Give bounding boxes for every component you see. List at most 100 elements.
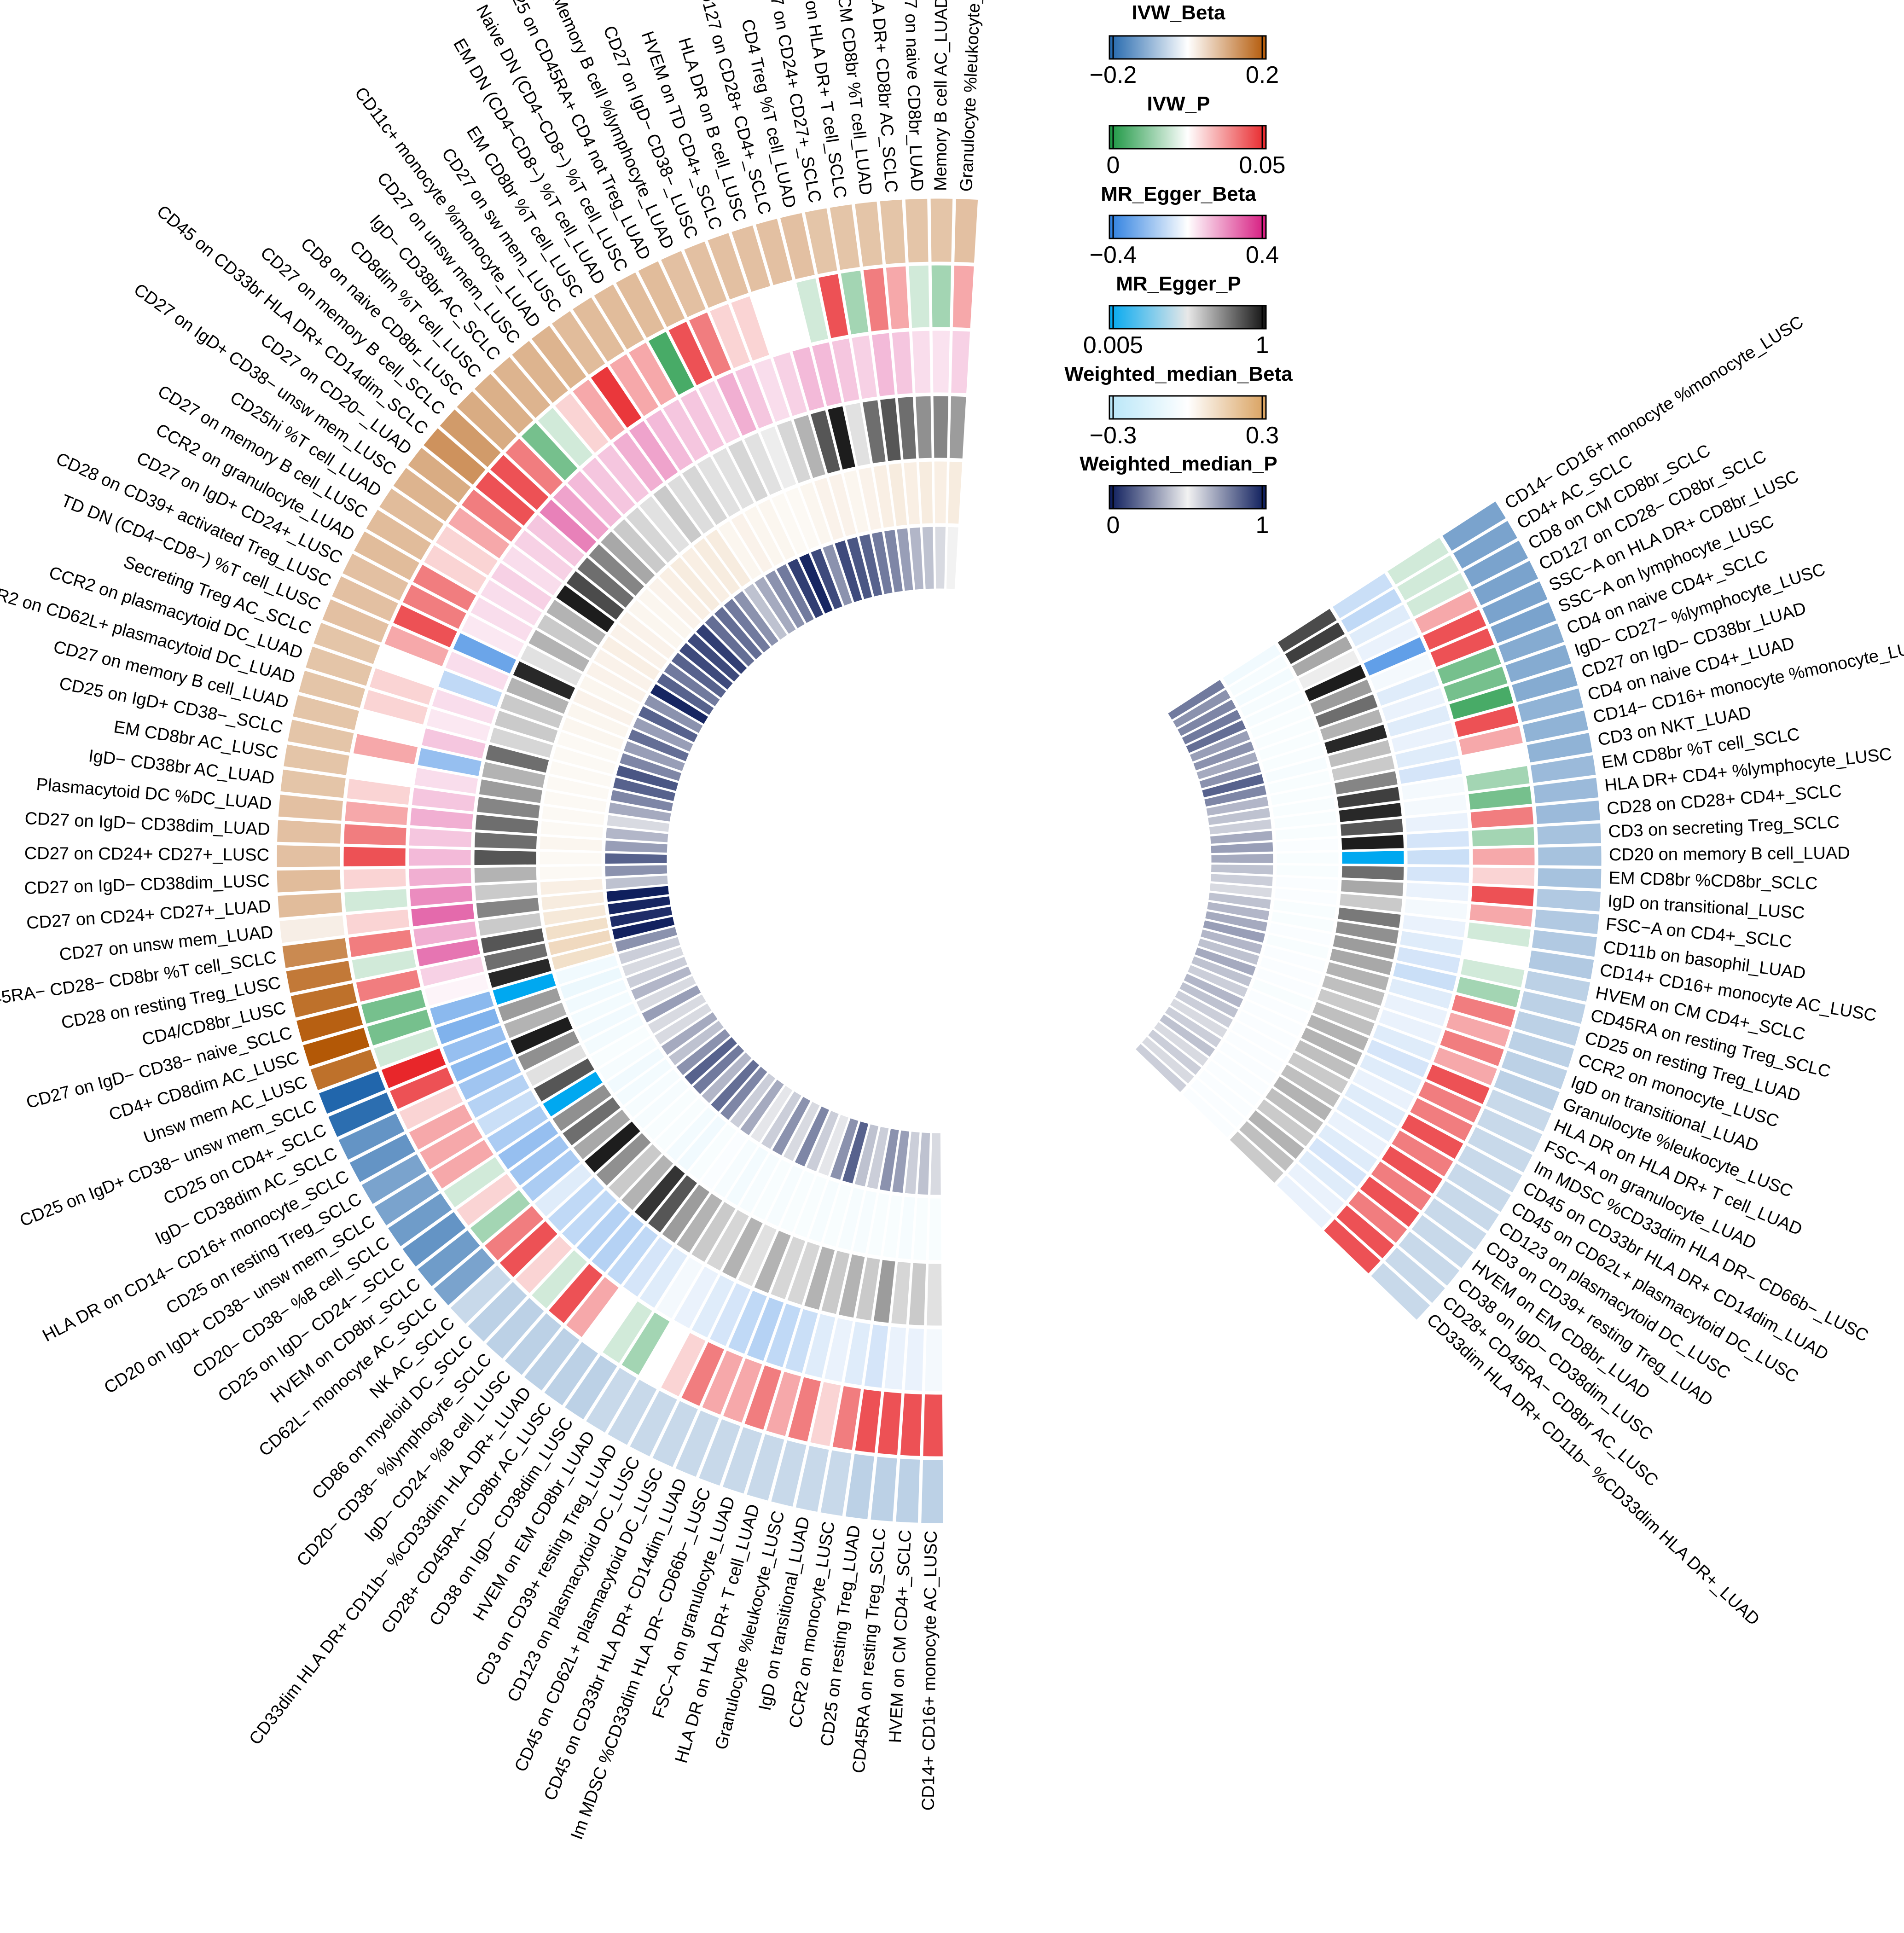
heatmap-cell-ivw-beta: [491, 355, 552, 420]
heatmap-cell-ivw-beta: [606, 1377, 659, 1447]
heatmap-cell-wm-p: [742, 581, 789, 642]
heatmap-cell-egger-beta: [1398, 929, 1465, 958]
heatmap-cell-egger-beta: [1342, 1081, 1408, 1128]
heatmap-cell-wm-p: [1166, 678, 1227, 722]
heatmap-cell-egger-p: [1323, 723, 1389, 756]
heatmap-cell-wm-beta: [902, 460, 922, 526]
heatmap-cell-egger-p: [544, 598, 608, 647]
heatmap-cell-ivw-beta: [904, 197, 930, 264]
heatmap-cell-ivw-beta: [1534, 799, 1602, 826]
heatmap-cell-wm-beta: [917, 460, 935, 525]
heatmap-cell-ivw-beta: [542, 1340, 600, 1407]
heatmap-cell-ivw-beta: [352, 529, 421, 582]
heatmap-cell-wm-p: [652, 1001, 714, 1046]
heatmap-cell-ivw-p: [1461, 744, 1528, 775]
heatmap-cell-egger-beta: [627, 419, 680, 483]
heatmap-cell-ivw-p: [853, 1387, 883, 1455]
heatmap-cell-egger-beta: [1401, 913, 1468, 939]
heatmap-cell-egger-p: [1246, 1108, 1306, 1161]
heatmap-cell-ivw-beta: [1532, 776, 1600, 805]
heatmap-cell-egger-beta: [1400, 775, 1467, 801]
heatmap-cell-ivw-beta: [550, 309, 607, 377]
heatmap-cell-ivw-p: [608, 352, 661, 418]
heatmap-cell-wm-p: [763, 568, 807, 630]
sector-label: Memory B cell AC_LUAD: [931, 0, 951, 191]
heatmap-cell-ivw-beta: [401, 1210, 468, 1269]
heatmap-cell-ivw-beta: [1451, 519, 1519, 571]
heatmap-cell-wm-p: [1197, 761, 1263, 790]
heatmap-cell-ivw-beta: [682, 239, 729, 310]
heatmap-cell-wm-p: [793, 1104, 831, 1168]
heatmap-cell-egger-p: [486, 957, 553, 990]
heatmap-cell-wm-p: [703, 613, 756, 669]
heatmap-cell-ivw-beta: [1537, 845, 1603, 867]
heatmap-cell-ivw-p: [743, 1364, 784, 1432]
heatmap-cell-ivw-beta: [659, 249, 708, 319]
heatmap-cell-wm-beta: [623, 1067, 682, 1120]
heatmap-cell-egger-beta: [575, 1201, 632, 1261]
heatmap-cell-ivw-beta: [1462, 539, 1530, 589]
heatmap-cell-wm-p: [722, 597, 772, 655]
heatmap-cell-egger-beta: [533, 1161, 594, 1219]
heatmap-cell-egger-beta: [485, 1103, 550, 1155]
heatmap-cell-ivw-beta: [1492, 1068, 1562, 1113]
heatmap-cell-wm-beta: [857, 465, 883, 532]
heatmap-cell-ivw-beta: [1530, 928, 1599, 958]
heatmap-cell-wm-beta: [605, 1046, 667, 1095]
heatmap-cell-wm-beta: [538, 865, 604, 881]
heatmap-cell-egger-beta: [415, 937, 482, 968]
heatmap-cell-ivw-beta: [320, 598, 391, 644]
heatmap-cell-egger-p: [758, 424, 798, 491]
legend-max: 0.05: [1239, 152, 1285, 179]
heatmap-cell-wm-p: [1207, 818, 1273, 836]
heatmap-cell-ivw-p: [348, 755, 415, 786]
heatmap-cell-ivw-beta: [803, 206, 839, 276]
heatmap-cell-egger-beta: [508, 1133, 571, 1188]
heatmap-cell-ivw-beta: [1523, 969, 1592, 1004]
heatmap-cell-egger-beta: [661, 397, 710, 463]
heatmap-cell-ivw-beta: [1518, 989, 1587, 1026]
heatmap-cell-wm-beta: [821, 1182, 853, 1248]
heatmap-cell-ivw-p: [1358, 1174, 1422, 1229]
heatmap-cell-egger-p: [1299, 1026, 1364, 1067]
heatmap-cell-ivw-beta: [386, 1191, 454, 1248]
heatmap-cell-ivw-beta: [295, 1004, 365, 1044]
heatmap-cell-ivw-beta: [953, 197, 980, 264]
heatmap-cell-ivw-beta: [1489, 600, 1558, 645]
heatmap-cell-wm-beta: [540, 804, 606, 827]
heatmap-cell-egger-p: [1340, 865, 1405, 882]
heatmap-cell-egger-p: [606, 1142, 664, 1200]
heatmap-cell-egger-beta: [416, 746, 483, 778]
heatmap-cell-ivw-p: [352, 732, 419, 766]
heatmap-cell-egger-beta: [479, 578, 544, 628]
heatmap-cell-ivw-beta: [769, 1439, 808, 1509]
heatmap-cell-ivw-p: [1442, 665, 1509, 703]
heatmap-cell-wm-p: [1186, 963, 1250, 999]
heatmap-cell-wm-p: [646, 993, 708, 1036]
heatmap-cell-egger-p: [473, 848, 538, 867]
heatmap-cell-wm-beta: [704, 528, 753, 589]
heatmap-cell-ivw-beta: [721, 1425, 764, 1496]
heatmap-cell-ivw-p: [1432, 1045, 1499, 1087]
heatmap-cell-wm-p: [659, 1010, 720, 1057]
heatmap-cell-wm-p: [853, 1122, 880, 1188]
heatmap-cell-egger-p: [925, 1262, 943, 1327]
heatmap-cell-egger-p: [509, 1015, 575, 1056]
heatmap-cell-wm-p: [770, 1095, 813, 1157]
heatmap-cell-ivw-beta: [1535, 887, 1602, 913]
heatmap-cell-ivw-beta: [1510, 665, 1579, 704]
heatmap-cell-egger-beta: [537, 498, 598, 555]
heatmap-cell-wm-beta: [592, 647, 655, 693]
heatmap-cell-ivw-beta: [455, 389, 519, 453]
heatmap-cell-wm-beta: [614, 1057, 674, 1108]
heatmap-cell-egger-p: [1228, 1129, 1286, 1185]
heatmap-cell-ivw-p: [884, 265, 911, 331]
heatmap-cell-wm-p: [821, 542, 854, 608]
heatmap-cell-egger-p: [736, 1222, 778, 1288]
heatmap-cell-ivw-beta: [297, 669, 367, 710]
heatmap-cell-wm-p: [610, 915, 676, 941]
heatmap-cell-ivw-p: [1471, 846, 1536, 867]
heatmap-cell-wm-p: [1201, 918, 1267, 945]
heatmap-cell-egger-p: [527, 628, 592, 674]
heatmap-cell-egger-beta: [1405, 865, 1471, 885]
